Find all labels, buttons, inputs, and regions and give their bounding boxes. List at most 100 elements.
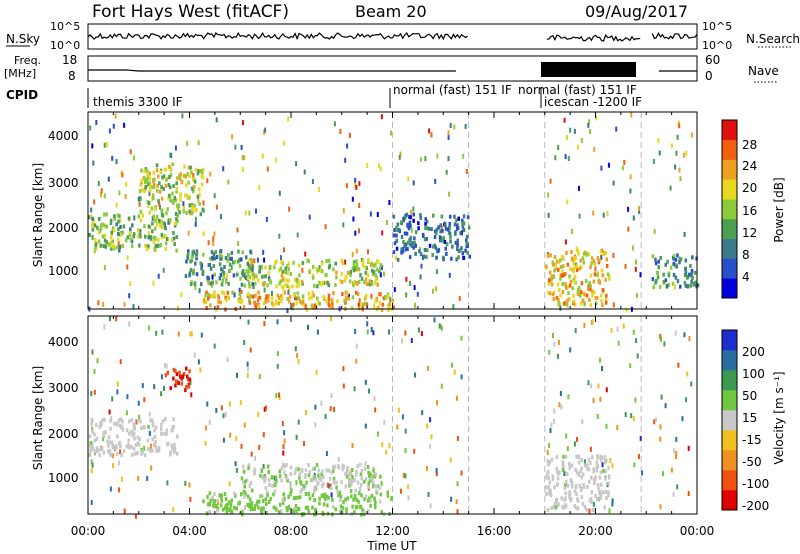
- scatter-cell: [617, 340, 620, 346]
- echo-cell: [356, 292, 360, 297]
- scatter-cell: [355, 184, 358, 190]
- scatter-cell: [148, 190, 151, 196]
- scatter-cell: [578, 213, 581, 219]
- scatter-cell: [311, 179, 314, 184]
- power-cbar-tick: 4: [742, 270, 750, 284]
- echo-cell: [282, 500, 285, 505]
- echo-cell: [126, 428, 129, 433]
- scatter-cell: [148, 325, 151, 331]
- echo-cell: [181, 374, 185, 379]
- scatter-cell: [235, 467, 238, 473]
- echo-cell: [263, 474, 267, 479]
- echo-cell: [194, 207, 197, 212]
- scatter-cell: [430, 132, 433, 138]
- echo-cell: [153, 428, 156, 433]
- scatter-cell: [629, 188, 632, 194]
- echo-cell: [94, 242, 98, 247]
- echo-cell: [88, 434, 92, 439]
- echo-cell: [370, 268, 374, 273]
- scatter-cell: [630, 413, 633, 419]
- scatter-cell: [390, 130, 392, 136]
- scatter-cell: [348, 132, 351, 138]
- echo-cell: [180, 381, 184, 386]
- echo-cell: [193, 179, 197, 184]
- scatter-cell: [553, 408, 556, 414]
- echo-cell: [172, 236, 176, 241]
- scatter-cell: [194, 221, 197, 227]
- velocity-cbar-tick: 100: [742, 367, 765, 381]
- echo-cell: [409, 215, 412, 220]
- echo-cell: [93, 438, 97, 443]
- scatter-cell: [627, 226, 630, 232]
- echo-cell: [411, 241, 414, 246]
- x-tick-label: 00:00: [71, 524, 106, 538]
- echo-cell: [225, 279, 228, 284]
- echo-cell: [161, 213, 165, 218]
- echo-cell: [596, 464, 600, 469]
- echo-cell: [548, 487, 551, 492]
- scatter-cell: [629, 363, 632, 369]
- scatter-cell: [177, 305, 179, 311]
- scatter-cell: [583, 322, 586, 328]
- scatter-cell: [368, 388, 370, 394]
- scatter-cell: [433, 317, 436, 323]
- scatter-cell: [202, 231, 205, 237]
- echo-cell: [392, 214, 396, 219]
- echo-cell: [280, 299, 283, 304]
- echo-cell: [158, 243, 161, 248]
- echo-cell: [456, 226, 460, 230]
- echo-cell: [262, 301, 266, 306]
- echo-cell: [99, 226, 103, 231]
- colorbar-swatch: [722, 470, 737, 491]
- echo-cell: [313, 466, 316, 471]
- echo-cell: [334, 283, 337, 288]
- echo-cell: [583, 302, 586, 307]
- echo-cell: [250, 261, 254, 265]
- noise-right-tick-top: 10^5: [702, 20, 732, 33]
- echo-cell: [103, 417, 106, 422]
- echo-cell: [586, 467, 589, 471]
- echo-cell: [582, 251, 586, 256]
- echo-cell: [235, 506, 238, 511]
- scatter-cell: [276, 319, 279, 325]
- echo-cell: [592, 469, 595, 474]
- echo-cell: [215, 307, 218, 312]
- scatter-cell: [420, 331, 423, 337]
- echo-cell: [112, 244, 116, 249]
- echo-cell: [425, 248, 429, 253]
- echo-cell: [408, 242, 412, 247]
- echo-cell: [219, 273, 223, 278]
- scatter-cell: [243, 422, 246, 428]
- echo-cell: [565, 302, 569, 306]
- echo-cell: [228, 262, 232, 267]
- echo-cell: [294, 504, 298, 508]
- echo-cell: [576, 249, 580, 253]
- scatter-cell: [675, 436, 678, 442]
- echo-cell: [247, 281, 251, 285]
- scatter-cell: [202, 200, 205, 206]
- scatter-cell: [152, 280, 155, 286]
- echo-cell: [667, 273, 671, 278]
- echo-cell: [160, 219, 163, 224]
- echo-cell: [651, 277, 655, 282]
- echo-cell: [360, 276, 364, 281]
- echo-cell: [424, 226, 427, 231]
- scatter-cell: [307, 324, 309, 330]
- echo-cell: [274, 301, 277, 306]
- scatter-cell: [383, 419, 386, 425]
- echo-cell: [459, 231, 462, 236]
- echo-cell: [557, 259, 560, 264]
- echo-cell: [182, 372, 186, 376]
- echo-cell: [589, 283, 592, 288]
- scatter-cell: [364, 461, 367, 467]
- scatter-cell: [177, 331, 180, 337]
- echo-cell: [125, 444, 129, 449]
- scatter-cell: [655, 417, 657, 423]
- echo-cell: [340, 258, 343, 263]
- scatter-cell: [189, 331, 192, 337]
- scatter-cell: [690, 381, 693, 387]
- echo-cell: [219, 300, 222, 305]
- echo-cell: [210, 281, 214, 286]
- echo-cell: [300, 279, 304, 284]
- echo-cell: [187, 252, 190, 257]
